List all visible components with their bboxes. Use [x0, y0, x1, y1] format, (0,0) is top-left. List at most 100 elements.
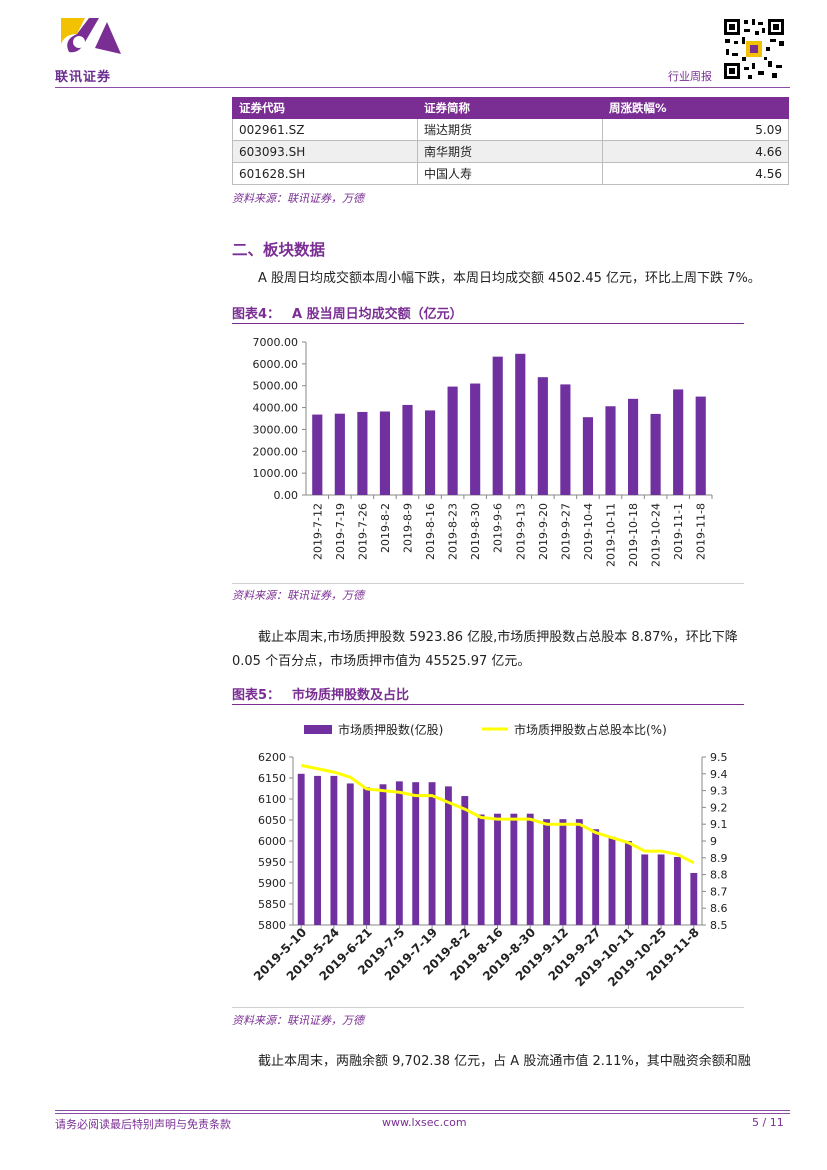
bar [575, 819, 583, 925]
y-tick-label: 1000.00 [253, 467, 299, 480]
y-left-tick-label: 5850 [258, 898, 286, 911]
y-right-tick-label: 8.8 [710, 869, 728, 882]
x-tick-label: 2019-8-23 [447, 503, 460, 560]
paragraph-margin: 截止本周末，两融余额 9,702.38 亿元，占 A 股流通市值 2.11%，其… [258, 1054, 751, 1069]
table-header-cell: 证券简称 [417, 97, 603, 119]
x-tick-label: 2019-7-26 [356, 503, 369, 560]
x-tick-label: 2019-7-12 [311, 503, 324, 560]
x-tick-label: 2019-10-18 [627, 503, 640, 567]
x-tick-label: 2019-9-20 [537, 503, 550, 560]
paragraph-turnover: A 股周日均成交额本周小幅下跌，本周日均成交额 4502.45 亿元，环比上周下… [258, 271, 761, 286]
stock-table: 证券代码 证券简称 周涨跌幅% 002961.SZ 瑞达期货 5.09 6030… [232, 97, 789, 185]
bar [402, 404, 413, 495]
y-tick-label: 2000.00 [253, 445, 299, 458]
bar [334, 413, 345, 495]
footer-divider [55, 1110, 790, 1111]
x-tick-label: 2019-8-9 [402, 503, 415, 553]
y-right-tick-label: 9.2 [710, 801, 728, 814]
figure5-source-note: 资料来源：联讯证券，万德 [232, 1014, 364, 1027]
bar [330, 775, 338, 925]
x-tick-label: 2019-9-27 [559, 503, 572, 560]
page-number: 5 / 11 [752, 1116, 784, 1129]
x-tick-label: 2019-9-13 [514, 503, 527, 560]
y-left-tick-label: 5900 [258, 877, 286, 890]
y-right-tick-label: 8.9 [710, 852, 728, 865]
y-left-tick-label: 5950 [258, 856, 286, 869]
bar [515, 353, 526, 495]
y-right-tick-label: 8.6 [710, 902, 728, 915]
bar [357, 411, 368, 495]
table-row: 002961.SZ 瑞达期货 5.09 [232, 118, 789, 141]
footer-divider [55, 1113, 790, 1114]
paragraph-pledge-line1: 截止本周末,市场质押股数 5923.86 亿股,市场质押股数占总股本 8.87%… [258, 630, 738, 645]
bar [424, 410, 436, 495]
bar [461, 796, 469, 925]
table-header-cell: 证券代码 [232, 97, 418, 119]
footer-disclaimer-link[interactable]: 请务必阅读最后特别声明与免责条款 [55, 1118, 231, 1131]
figure5-bottom-rule [232, 1007, 744, 1008]
bar [510, 813, 518, 925]
figure4-top-rule [232, 323, 744, 324]
figure4-bottom-rule [232, 583, 744, 584]
stock-code: 603093.SH [232, 140, 418, 163]
y-right-tick-label: 9.5 [710, 751, 728, 764]
pledge-combo-chart: 市场质押股数(亿股) 市场质押股数占总股本比(%) 6200 6150 6100 6050… [251, 722, 728, 989]
y-right-tick-label: 8.5 [710, 919, 728, 932]
stock-name: 南华期货 [417, 140, 603, 163]
qr-code-icon [722, 17, 786, 81]
bar [412, 782, 420, 925]
report-type-label: 行业周报 [668, 70, 712, 83]
y-tick-label: 5000.00 [253, 380, 299, 393]
x-tick-label: 2019-8-2 [379, 503, 392, 553]
table-header-row: 证券代码 证券简称 周涨跌幅% [232, 97, 789, 119]
x-tick-label: 2019-8-16 [424, 503, 437, 560]
table-row: 603093.SH 南华期货 4.66 [232, 140, 789, 163]
stock-code: 601628.SH [232, 162, 418, 185]
x-tick-label: 2019-10-11 [605, 503, 618, 567]
weekly-change: 4.66 [602, 140, 789, 163]
bar [312, 414, 323, 495]
paragraph-pledge-line2: 0.05 个百分点，市场质押市值为 45525.97 亿元。 [232, 654, 531, 669]
bar [379, 784, 387, 925]
figure4-source-note: 资料来源：联讯证券，万德 [232, 589, 364, 602]
bar [608, 836, 616, 925]
y-left-tick-label: 5800 [258, 919, 286, 932]
bar [447, 386, 458, 495]
table-row: 601628.SH 中国人寿 4.56 [232, 162, 789, 185]
weekly-change: 4.56 [602, 162, 789, 185]
y-tick-label: 0.00 [274, 489, 299, 502]
bar [674, 856, 681, 925]
y-tick-label: 7000.00 [253, 336, 299, 349]
y-right-tick-label: 9 [710, 835, 717, 848]
x-tick-label: 2019-7-19 [334, 503, 347, 560]
header-divider [55, 87, 790, 88]
bar [543, 819, 551, 925]
turnover-bar-chart: 7000.00 6000.00 5000.00 4000.00 3000.00 2000.… [253, 336, 713, 567]
y-left-tick-label: 6150 [258, 772, 286, 785]
y-left-tick-label: 6200 [258, 751, 286, 764]
bar [477, 814, 485, 925]
bar [690, 872, 698, 925]
y-tick-label: 3000.00 [253, 423, 299, 436]
bar [526, 813, 534, 925]
y-right-tick-label: 9.1 [710, 818, 728, 831]
stock-name: 中国人寿 [417, 162, 603, 185]
bar [395, 781, 403, 925]
bar [537, 377, 548, 495]
footer-website-link[interactable]: www.lxsec.com [382, 1116, 467, 1129]
y-tick-label: 6000.00 [253, 358, 299, 371]
bar [444, 786, 452, 925]
y-right-tick-label: 9.4 [710, 768, 728, 781]
legend-line-label: 市场质押股数占总股本比(%) [514, 722, 667, 737]
x-tick-label: 2019-11-1 [672, 503, 685, 560]
bar [673, 389, 684, 495]
bar [470, 383, 481, 495]
section-title: 二、板块数据 [232, 241, 326, 259]
figure4-title: A 股当周日均成交额（亿元） [292, 307, 463, 322]
bar [641, 854, 649, 925]
x-tick-label: 2019-9-6 [492, 503, 505, 553]
bar [297, 773, 305, 925]
x-tick-label: 2019-8-30 [469, 503, 482, 560]
bar [582, 417, 594, 495]
y-tick-label: 4000.00 [253, 402, 299, 415]
